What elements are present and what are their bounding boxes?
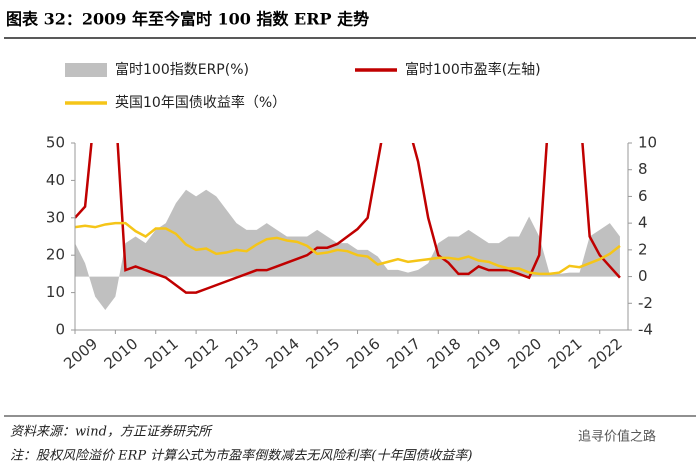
x-tick-label: 2013	[222, 334, 263, 372]
x-tick-label: 2015	[302, 334, 343, 372]
y2-tick-label: 4	[638, 214, 648, 232]
y2-tick-label: -2	[638, 294, 653, 312]
x-tick-label: 2019	[464, 334, 505, 372]
x-tick-label: 2017	[383, 334, 424, 372]
y-tick-label: 10	[46, 283, 65, 301]
y-tick-label: 50	[46, 134, 65, 152]
watermark: 追寻价值之路	[578, 429, 656, 445]
note: 注：股权风险溢价 ERP 计算公式为市盈率倒数减去无风险利率(十年国债收益率)	[10, 448, 472, 464]
x-tick-label: 2014	[262, 334, 303, 372]
y2-tick-label: 8	[638, 160, 648, 178]
erp-area	[75, 189, 620, 310]
x-tick-label: 2018	[424, 334, 465, 372]
y-tick-label: 0	[55, 321, 65, 339]
y-tick-label: 30	[46, 208, 65, 226]
x-tick-label: 2009	[60, 334, 101, 372]
y2-tick-label: 10	[638, 134, 657, 152]
x-tick-label: 2010	[101, 334, 142, 372]
plot-area	[75, 143, 621, 310]
legend-label: 英国10年国债收益率（%）	[115, 94, 286, 111]
y2-tick-label: 0	[638, 267, 648, 285]
x-tick-label: 2020	[504, 334, 545, 372]
x-tick-label: 2012	[181, 334, 222, 372]
legend-label: 富时100市盈率(左轴)	[405, 61, 541, 78]
y-tick-label: 40	[46, 171, 65, 189]
series-line	[75, 221, 621, 276]
x-tick-label: 2022	[585, 334, 626, 372]
series-line	[75, 143, 621, 294]
y2-tick-label: -4	[638, 321, 653, 339]
legend-swatch	[65, 63, 107, 77]
y2-tick-label: 2	[638, 240, 648, 258]
y-tick-label: 20	[46, 246, 65, 264]
chart-title: 图表 32：2009 年至今富时 100 指数 ERP 走势	[6, 10, 369, 29]
x-tick-label: 2016	[343, 334, 384, 372]
source: 资料来源：wind，方正证券研究所	[10, 424, 213, 440]
x-tick-label: 2011	[141, 334, 182, 372]
y2-tick-label: 6	[638, 187, 648, 205]
x-tick-label: 2021	[545, 334, 586, 372]
legend-label: 富时100指数ERP(%)	[115, 61, 249, 78]
